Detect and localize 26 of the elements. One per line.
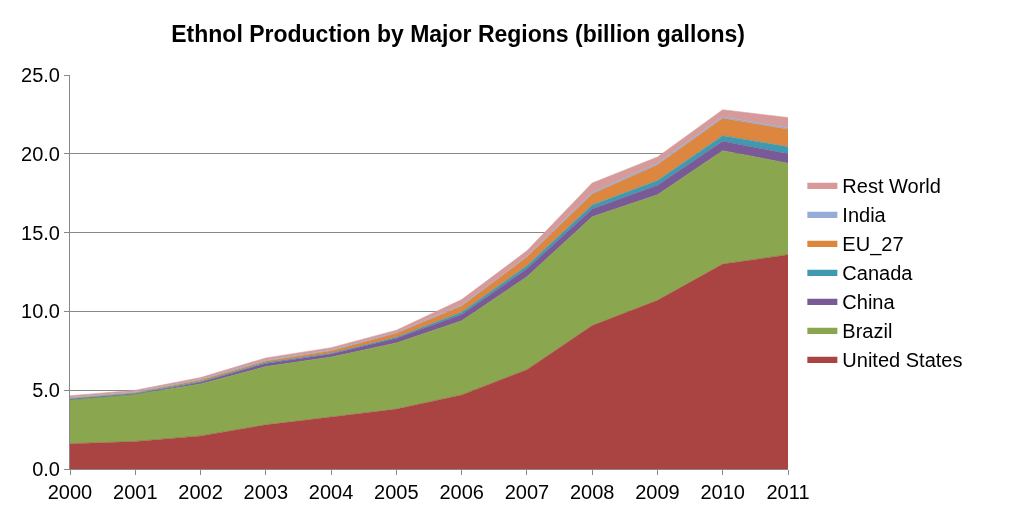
legend-label: United States	[842, 348, 963, 371]
y-tick-label: 0.0	[32, 458, 60, 480]
y-tick-label: 25.0	[21, 64, 60, 86]
x-tick-label: 2009	[635, 481, 680, 503]
y-tick-label: 20.0	[21, 142, 60, 165]
x-tick-label: 2007	[504, 481, 550, 503]
legend-label: China	[842, 290, 896, 313]
legend-label: Canada	[842, 261, 914, 284]
x-tick-label: 2011	[766, 481, 810, 503]
y-tick-label: 10.0	[21, 300, 60, 323]
x-tick-label: 2006	[439, 481, 484, 503]
y-tick-label: 5.0	[32, 379, 60, 402]
legend-label: Rest World	[842, 174, 941, 197]
legend-label: India	[842, 203, 887, 226]
x-tick-label: 2003	[243, 481, 289, 503]
x-tick-label: 2001	[113, 481, 158, 503]
y-tick-label: 15.0	[21, 221, 60, 244]
x-tick-label: 2005	[374, 481, 419, 503]
chart-title: Ethnol Production by Major Regions (billion gallons)	[171, 21, 745, 48]
x-tick-label: 2010	[700, 481, 745, 503]
x-tick-label: 2008	[569, 481, 615, 503]
legend-label: Brazil	[842, 319, 893, 342]
legend-label: EU_27	[842, 232, 904, 256]
x-tick-label: 2000	[47, 481, 93, 503]
x-tick-label: 2002	[178, 481, 223, 503]
x-tick-label: 2004	[308, 481, 354, 503]
